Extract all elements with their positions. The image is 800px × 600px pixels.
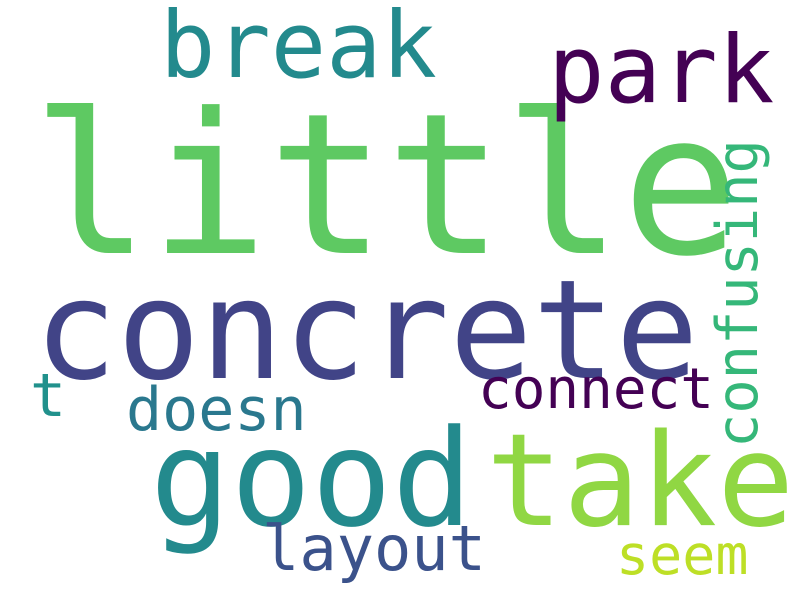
word-layout: layout [262,512,486,585]
word-take: take [486,407,795,556]
word-concrete: concrete [34,250,699,411]
word-confusing: confusing [705,139,771,448]
word-doesn: doesn [126,375,307,445]
word-little: little [32,72,741,300]
word-park: park [548,16,775,125]
word-break: break [160,0,437,99]
word-good: good [150,401,473,557]
word-connect: connect [478,357,715,422]
word-t: t [30,361,67,431]
word-seem: seem [616,523,749,587]
